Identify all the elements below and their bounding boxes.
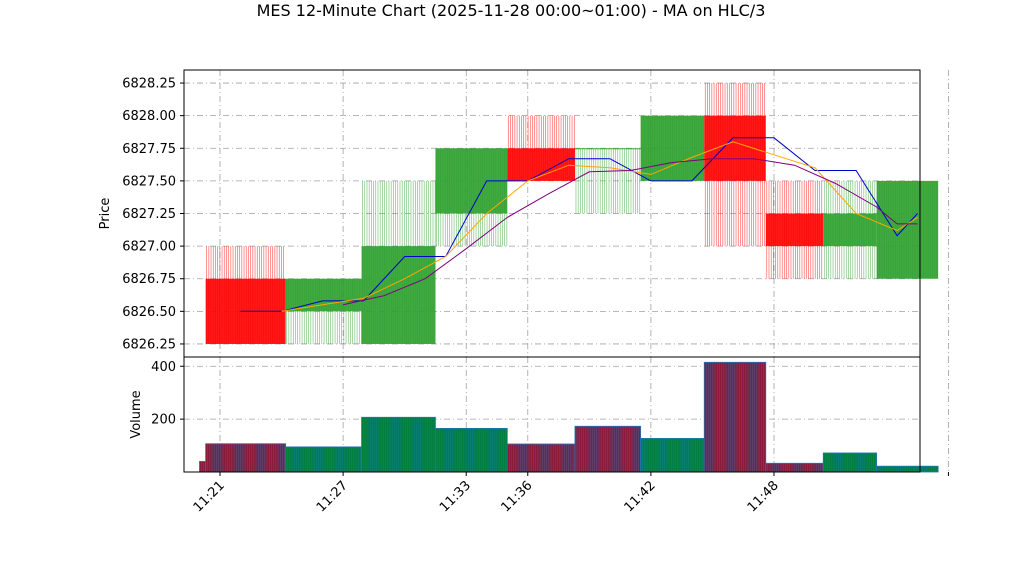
volume-bar xyxy=(876,465,939,473)
candle xyxy=(876,180,939,279)
candle xyxy=(823,180,877,279)
candle-body-up xyxy=(574,148,641,150)
candle-body-up xyxy=(876,180,939,279)
price-tick-label: 6828.00 xyxy=(122,109,176,124)
volume-bar-body xyxy=(640,438,705,473)
price-tick-label: 6828.25 xyxy=(122,77,176,92)
price-tick-label: 6826.25 xyxy=(122,337,176,352)
candle xyxy=(285,278,362,344)
ma-line-orange xyxy=(281,141,918,312)
volume-panel: 200 400 Volume xyxy=(129,356,949,473)
candle xyxy=(765,180,824,279)
volume-bar xyxy=(205,443,287,473)
volume-bar xyxy=(435,427,508,473)
time-tick-label: 11:48 xyxy=(745,478,782,515)
ma-line-blue xyxy=(240,137,918,312)
volume-bar-body xyxy=(506,443,576,473)
chart-title: MES 12-Minute Chart (2025-11-28 00:00~01… xyxy=(257,1,766,20)
price-tick-label: 6827.00 xyxy=(122,240,176,255)
volume-tick-label: 200 xyxy=(151,413,176,428)
volume-bar xyxy=(822,452,877,473)
price-panel: 6826.25 6826.50 6826.75 6827.00 6827.25 6827.… xyxy=(98,69,949,358)
candle xyxy=(361,180,436,344)
price-tick-label: 6827.25 xyxy=(122,207,176,222)
candle-body-up xyxy=(823,213,877,247)
price-tick-label: 6827.75 xyxy=(122,142,176,157)
time-tick-label: 11:27 xyxy=(314,478,351,515)
volume-bar-body xyxy=(361,416,436,473)
candle xyxy=(640,115,705,181)
volume-bar-body xyxy=(205,443,287,473)
candle-body-down xyxy=(765,213,824,247)
volume-bar xyxy=(506,443,576,473)
volume-bar xyxy=(640,438,705,473)
volume-bar xyxy=(703,361,767,473)
price-tick-label: 6827.50 xyxy=(122,174,176,189)
ma-line-purple xyxy=(342,158,918,306)
volume-bar xyxy=(199,461,207,473)
volume-bar xyxy=(765,462,824,473)
time-tick-label: 11:42 xyxy=(622,478,659,515)
time-tick-label: 11:21 xyxy=(191,478,228,515)
volume-bar xyxy=(285,446,362,473)
volume-bar-body xyxy=(285,446,362,473)
volume-bar-body xyxy=(199,461,207,473)
price-axis-label: Price xyxy=(98,198,113,230)
candle-body-up xyxy=(285,278,362,312)
volume-frame xyxy=(183,356,921,473)
candle xyxy=(704,83,766,247)
time-tick-label: 11:36 xyxy=(499,478,536,515)
volume-bar-body xyxy=(822,452,877,473)
price-tick-label: 6826.75 xyxy=(122,272,176,287)
volume-bar xyxy=(574,425,642,473)
volume-bar xyxy=(361,416,436,473)
volume-axis-label: Volume xyxy=(129,390,144,438)
time-axis: 11:21 11:27 11:33 11:36 11:42 11:48 xyxy=(191,472,949,515)
price-tick-label: 6826.50 xyxy=(122,305,176,320)
candle-body-up xyxy=(361,246,436,344)
candle-body-down xyxy=(704,115,766,181)
candle xyxy=(507,115,575,181)
candle-body-up xyxy=(640,115,705,181)
volume-tick-label: 400 xyxy=(151,360,176,375)
time-tick-label: 11:33 xyxy=(437,478,474,515)
